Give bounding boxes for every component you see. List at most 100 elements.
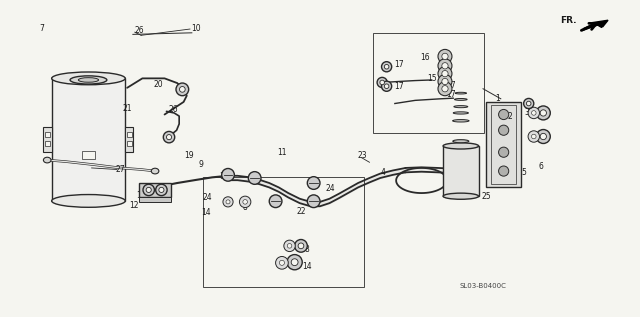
Circle shape [239,196,251,208]
Circle shape [442,63,448,69]
Circle shape [499,147,509,157]
Bar [45,141,51,146]
Text: 22: 22 [296,207,306,216]
Text: 18: 18 [437,64,447,74]
Text: 24: 24 [203,193,212,202]
Circle shape [438,49,452,63]
Text: 13: 13 [136,191,146,200]
Polygon shape [591,20,608,27]
Text: 8: 8 [243,203,248,212]
Text: 3: 3 [524,108,529,117]
Bar [45,132,51,137]
Text: 26: 26 [134,26,144,35]
Ellipse shape [454,106,468,108]
Bar [486,102,521,187]
Ellipse shape [454,99,467,100]
Circle shape [499,109,509,120]
Text: 24: 24 [326,184,335,193]
Circle shape [527,101,531,106]
Circle shape [438,59,452,73]
Text: 15: 15 [428,74,437,83]
Text: 19: 19 [184,151,193,160]
Polygon shape [582,23,604,31]
Bar [127,132,132,137]
Bar [139,183,171,197]
Circle shape [243,200,248,204]
Text: 20: 20 [154,80,163,89]
Text: SL03-B0400C: SL03-B0400C [460,283,506,289]
Ellipse shape [52,195,125,207]
Circle shape [307,195,320,208]
Circle shape [442,78,448,85]
Circle shape [442,53,448,60]
Text: 12: 12 [129,201,139,210]
Circle shape [287,243,292,248]
Circle shape [380,80,385,85]
Circle shape [531,134,536,139]
Circle shape [531,111,536,115]
Circle shape [438,67,452,81]
Circle shape [536,106,550,120]
Bar [203,177,364,287]
Circle shape [381,62,392,72]
Circle shape [524,99,534,109]
Bar [139,197,171,203]
Circle shape [176,83,189,96]
Text: 17: 17 [394,60,404,69]
Ellipse shape [70,76,107,84]
Text: 26: 26 [168,105,178,114]
Circle shape [442,86,448,92]
Circle shape [499,166,509,176]
Bar [52,78,125,201]
Circle shape [179,87,185,92]
Circle shape [438,74,452,88]
Text: 1: 1 [495,94,500,103]
Text: 2: 2 [508,112,513,120]
Circle shape [280,260,284,265]
Circle shape [540,133,547,140]
Bar [127,141,132,146]
Text: 4: 4 [381,168,386,177]
Circle shape [307,177,320,189]
Text: 7: 7 [40,23,45,33]
Text: 27: 27 [115,165,125,174]
Circle shape [221,169,234,181]
Text: 14: 14 [201,208,211,217]
Text: 16: 16 [420,53,429,62]
Text: 6: 6 [538,162,543,171]
Text: 10: 10 [191,23,201,33]
Ellipse shape [453,140,469,143]
Ellipse shape [453,112,468,114]
Circle shape [442,70,448,77]
Circle shape [385,64,389,69]
Circle shape [499,125,509,135]
Circle shape [223,197,233,207]
Bar [443,146,479,196]
Circle shape [163,132,175,143]
Circle shape [298,243,304,249]
Circle shape [269,195,282,208]
Circle shape [377,77,387,87]
Text: 17: 17 [394,82,404,91]
Circle shape [284,240,295,252]
Circle shape [438,82,452,96]
Circle shape [159,187,164,192]
Text: 23: 23 [357,151,367,160]
Text: 8: 8 [305,245,310,254]
Bar [373,33,484,133]
Circle shape [381,81,392,91]
Ellipse shape [455,92,467,94]
Text: 5: 5 [522,168,527,177]
Text: 11: 11 [277,148,287,157]
Ellipse shape [44,157,51,163]
Circle shape [226,200,230,204]
Text: 21: 21 [122,104,132,113]
Circle shape [294,240,307,252]
Circle shape [248,171,261,184]
Ellipse shape [78,78,99,82]
Circle shape [287,255,302,270]
Ellipse shape [151,168,159,174]
Text: 9: 9 [198,160,203,169]
Text: 19: 19 [219,172,228,181]
Bar [125,127,134,152]
